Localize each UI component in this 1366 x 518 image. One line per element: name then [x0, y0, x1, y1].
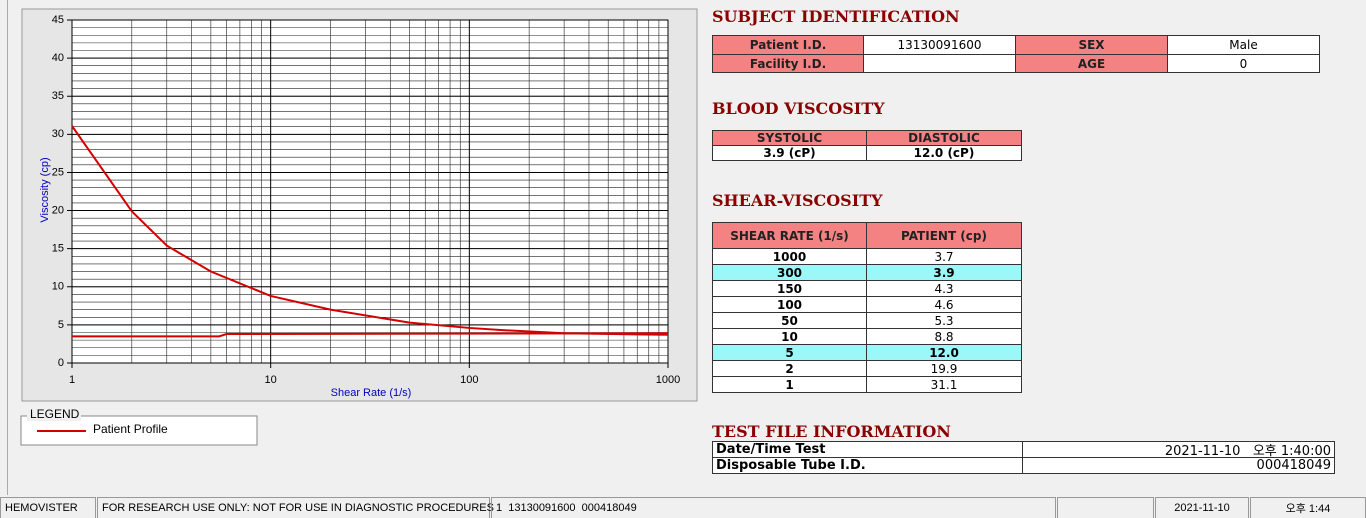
patient-cell: 19.9	[866, 360, 1022, 377]
legend-title-bg	[27, 409, 81, 421]
patient-cell: 4.3	[866, 280, 1022, 297]
rate-cell: 300	[712, 264, 867, 281]
patient-cell: 3.9	[866, 264, 1022, 281]
y-tick-label: 10	[52, 281, 64, 293]
rate-cell: 2	[712, 360, 867, 377]
y-tick-label: 40	[52, 52, 64, 64]
x-tick-label: 1000	[656, 374, 680, 386]
y-tick-label: 25	[52, 166, 64, 178]
status-cell: 오후 1:44	[1250, 497, 1366, 518]
x-axis-label: Shear Rate (1/s)	[331, 387, 412, 399]
chart: Shear Rate (1/s) Viscosity (cp) LEGEND P…	[20, 8, 698, 446]
label-cell: Date/Time Test	[712, 441, 1023, 458]
x-tick-label: 10	[265, 374, 277, 386]
x-tick-label: 100	[460, 374, 478, 386]
label-cell: Disposable Tube I.D.	[712, 457, 1023, 474]
value-cell	[863, 54, 1016, 73]
patient-cell: 31.1	[866, 376, 1022, 393]
section-title: SUBJECT IDENTIFICATION	[712, 7, 960, 26]
plot-area	[71, 19, 669, 364]
patient-cell: 5.3	[866, 312, 1022, 329]
value-cell: 12.0 (cP)	[866, 145, 1022, 161]
y-tick-label: 45	[52, 14, 64, 26]
rate-cell: 5	[712, 344, 867, 361]
status-cell: FOR RESEARCH USE ONLY: NOT FOR USE IN DI…	[97, 497, 494, 518]
header-cell: DIASTOLIC	[866, 130, 1022, 146]
rate-cell: 1	[712, 376, 867, 393]
y-tick-label: 30	[52, 128, 64, 140]
header-cell: SHEAR RATE (1/s)	[712, 222, 867, 249]
y-tick-label: 15	[52, 243, 64, 255]
status-cell: 2021-11-10	[1155, 497, 1249, 518]
y-axis-label: Viscosity (cp)	[39, 157, 51, 222]
status-cell: HEMOVISTER	[0, 497, 96, 518]
rate-cell: 100	[712, 296, 867, 313]
header-cell: PATIENT (cp)	[866, 222, 1022, 249]
patient-cell: 12.0	[866, 344, 1022, 361]
value-cell: 13130091600	[863, 35, 1016, 55]
rate-cell: 1000	[712, 248, 867, 265]
y-tick-label: 35	[52, 90, 64, 102]
section-title: TEST FILE INFORMATION	[712, 422, 951, 441]
rate-cell: 50	[712, 312, 867, 329]
label-cell: AGE	[1015, 54, 1168, 73]
status-cell	[1057, 497, 1154, 518]
rate-cell: 10	[712, 328, 867, 345]
y-tick-label: 5	[58, 319, 64, 331]
label-cell: SEX	[1015, 35, 1168, 55]
y-tick-label: 20	[52, 204, 64, 216]
value-cell: 000418049	[1022, 457, 1335, 474]
patient-cell: 8.8	[866, 328, 1022, 345]
value-cell: Male	[1167, 35, 1320, 55]
legend-title: LEGEND	[30, 407, 80, 421]
value-cell: 3.9 (cP)	[712, 145, 867, 161]
value-cell: 0	[1167, 54, 1320, 73]
label-cell: Facility I.D.	[712, 54, 864, 73]
data-line	[71, 125, 669, 336]
label-cell: Patient I.D.	[712, 35, 864, 55]
y-tick-label: 0	[58, 357, 64, 369]
patient-cell: 4.6	[866, 296, 1022, 313]
patient-cell: 3.7	[866, 248, 1022, 265]
x-tick-label: 1	[69, 374, 75, 386]
legend-label: Patient Profile	[93, 422, 168, 436]
header-cell: SYSTOLIC	[712, 130, 867, 146]
rate-cell: 150	[712, 280, 867, 297]
section-title: SHEAR-VISCOSITY	[712, 191, 883, 210]
window-edge	[7, 0, 8, 495]
section-title: BLOOD VISCOSITY	[712, 99, 885, 118]
status-cell: 1 13130091600 000418049	[491, 497, 1056, 518]
data-line	[72, 332, 669, 338]
value-cell: 2021-11-10 오후 1:40:00	[1022, 441, 1335, 459]
